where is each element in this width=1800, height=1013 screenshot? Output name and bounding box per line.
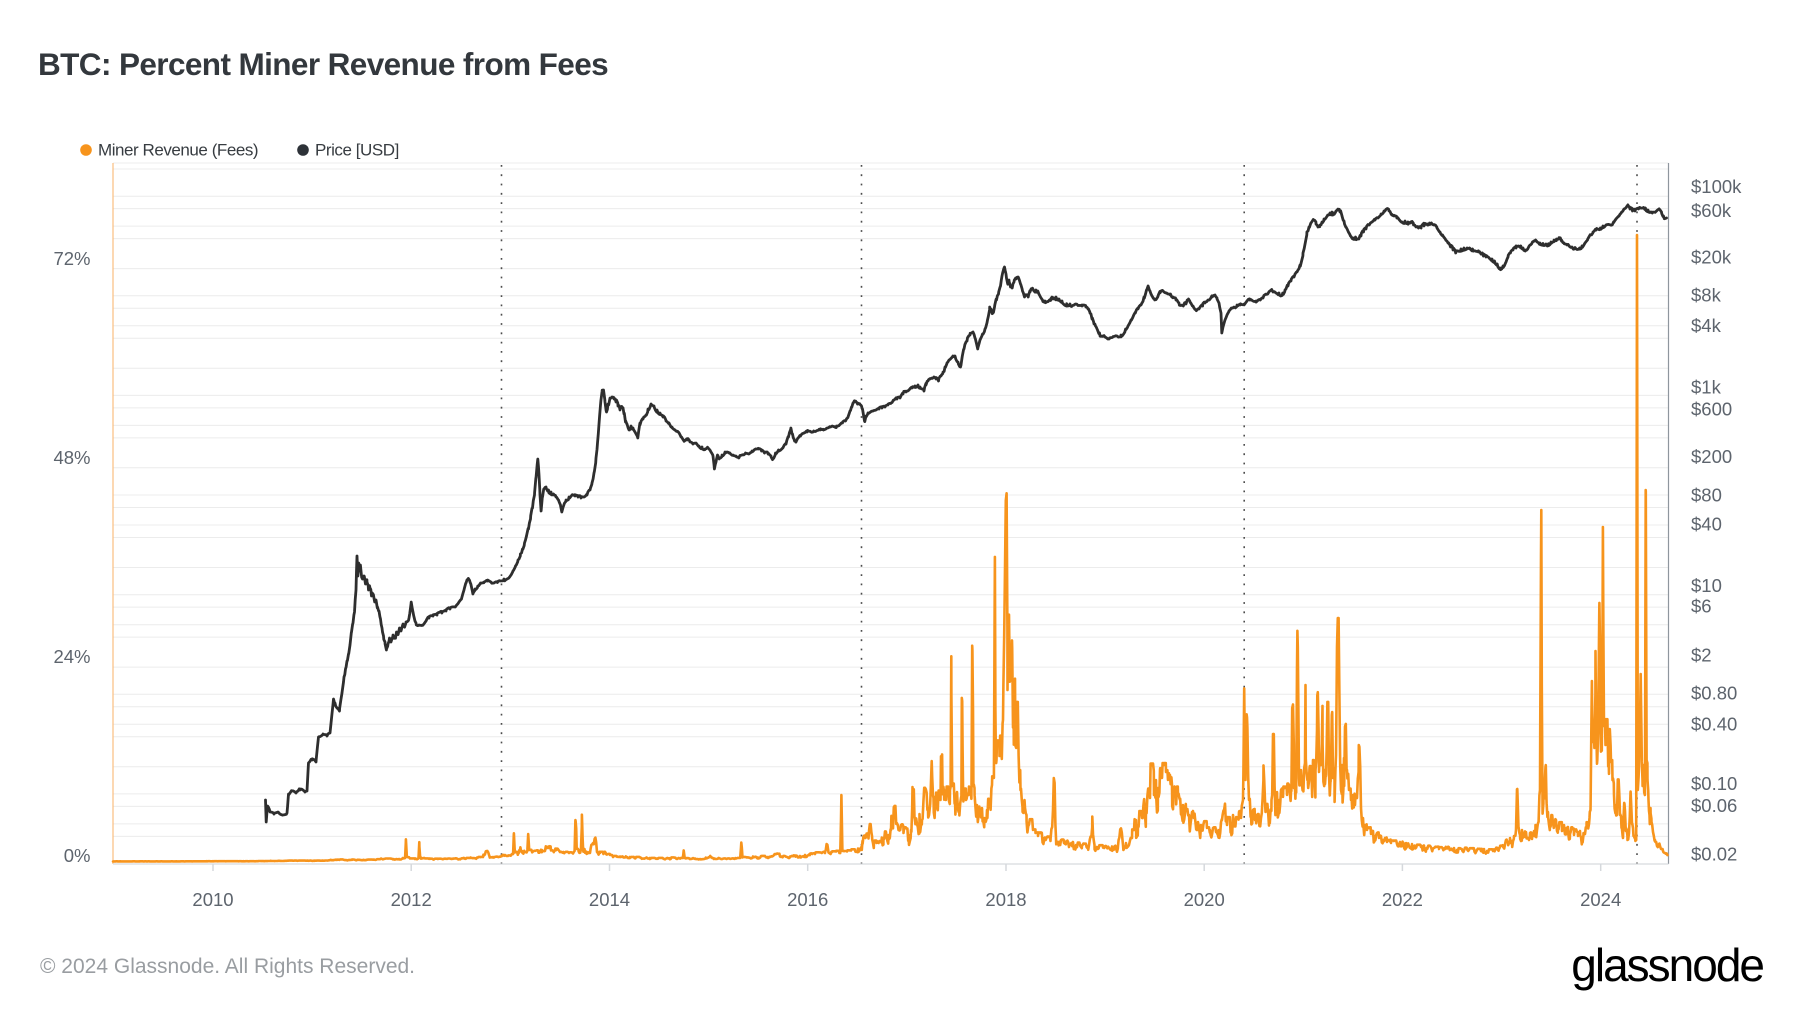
svg-text:$0.02: $0.02: [1691, 843, 1737, 864]
svg-text:Miner Revenue (Fees): Miner Revenue (Fees): [98, 141, 258, 160]
svg-text:2018: 2018: [985, 889, 1026, 910]
svg-text:$2: $2: [1691, 644, 1712, 665]
svg-text:0%: 0%: [64, 845, 91, 866]
svg-text:2020: 2020: [1184, 889, 1225, 910]
svg-text:$1k: $1k: [1691, 376, 1722, 397]
svg-text:$200: $200: [1691, 446, 1732, 467]
svg-text:2022: 2022: [1382, 889, 1423, 910]
svg-text:$0.06: $0.06: [1691, 795, 1737, 816]
svg-text:$600: $600: [1691, 398, 1732, 419]
svg-text:$40: $40: [1691, 513, 1722, 534]
svg-text:$0.40: $0.40: [1691, 714, 1737, 735]
svg-text:$6: $6: [1691, 596, 1712, 617]
svg-text:$10: $10: [1691, 575, 1722, 596]
svg-text:$60k: $60k: [1691, 200, 1732, 221]
svg-text:$0.80: $0.80: [1691, 682, 1737, 703]
svg-text:Price [USD]: Price [USD]: [315, 141, 399, 160]
svg-text:2014: 2014: [589, 889, 630, 910]
svg-text:$80: $80: [1691, 484, 1722, 505]
svg-text:2010: 2010: [192, 889, 233, 910]
svg-text:2012: 2012: [391, 889, 432, 910]
svg-text:$4k: $4k: [1691, 315, 1722, 336]
svg-text:$0.10: $0.10: [1691, 773, 1737, 794]
svg-text:48%: 48%: [53, 447, 90, 468]
svg-text:2024: 2024: [1580, 889, 1621, 910]
svg-text:$20k: $20k: [1691, 247, 1732, 268]
svg-text:$100k: $100k: [1691, 176, 1742, 197]
svg-text:72%: 72%: [53, 248, 90, 269]
svg-text:$8k: $8k: [1691, 285, 1722, 306]
svg-text:24%: 24%: [53, 646, 90, 667]
svg-text:2016: 2016: [787, 889, 828, 910]
